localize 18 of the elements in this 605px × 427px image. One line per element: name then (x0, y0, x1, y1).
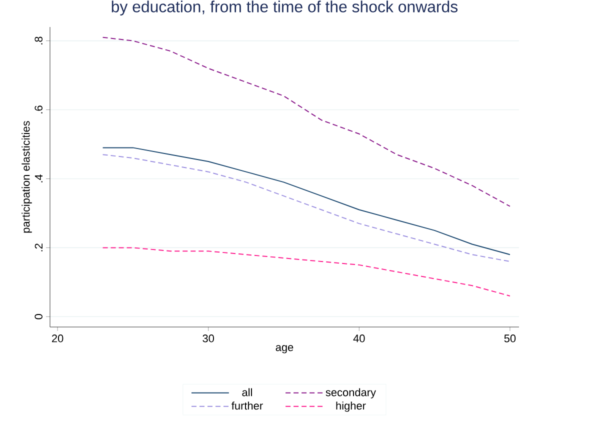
y-tick-label: 0 (34, 314, 42, 320)
y-tick-label: .2 (34, 244, 42, 252)
x-tick-label: 40 (353, 334, 365, 342)
x-tick-label: 50 (504, 334, 516, 342)
legend-label: further (232, 402, 263, 410)
y-tick-label: .4 (34, 174, 42, 182)
legend-label: all (242, 388, 252, 396)
x-tick-label: 20 (52, 334, 64, 342)
x-tick-label: 30 (202, 334, 214, 342)
line-series (102, 36, 510, 207)
x-axis-title: age (276, 345, 294, 354)
legend-label: higher (336, 402, 366, 412)
y-tick-label: .6 (34, 106, 42, 114)
y-tick-label: .8 (34, 36, 42, 44)
line-series (102, 247, 510, 296)
y-axis-title: participation elasticities (22, 121, 32, 233)
chart-title: by education, from the time of the shock onwards (112, 0, 458, 16)
legend-label: secondary (326, 388, 376, 398)
